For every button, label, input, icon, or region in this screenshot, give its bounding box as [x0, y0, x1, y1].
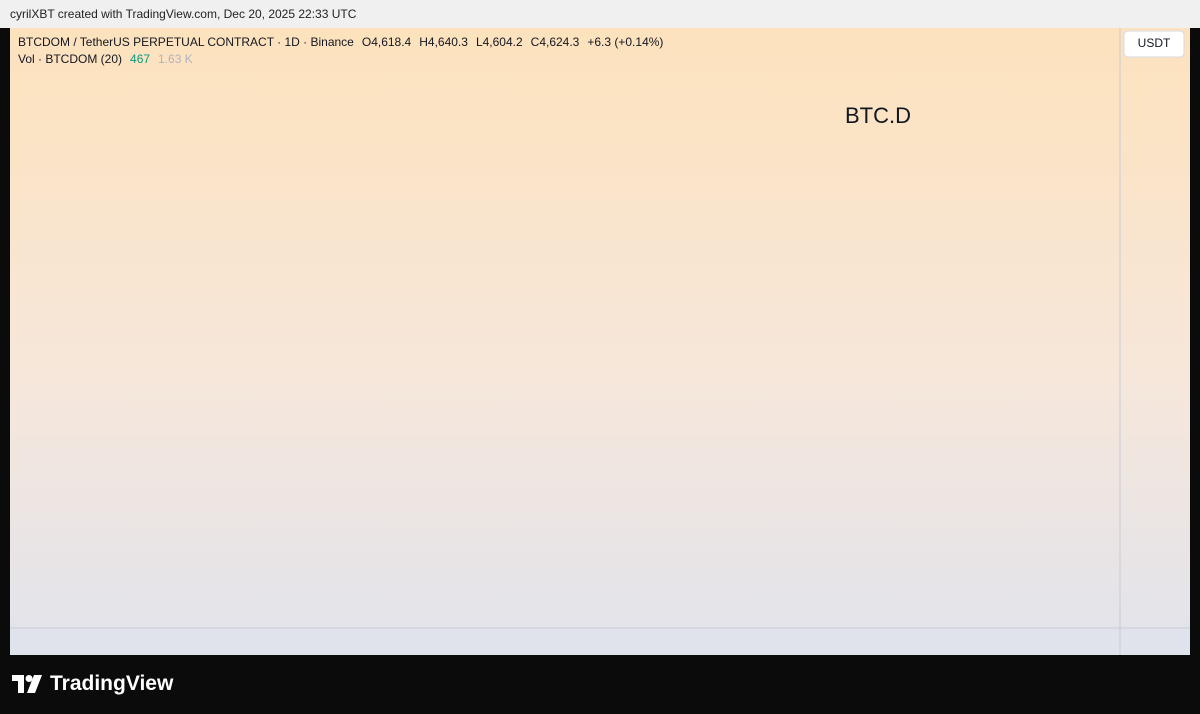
change: +6.3 (+0.14%): [587, 35, 664, 49]
logo: TradingView: [12, 672, 173, 696]
symbol-row: BTCDOM / TetherUS PERPETUAL CONTRACT · 1…: [18, 34, 663, 51]
chart-background: [10, 28, 1190, 655]
ohlc-high: H4,640.3: [419, 35, 468, 49]
logo-text: TradingView: [50, 672, 174, 695]
attribution: cyrilXBT created with TradingView.com, D…: [10, 7, 357, 21]
currency-label: USDT: [1138, 36, 1171, 50]
currency-button[interactable]: [1123, 30, 1185, 58]
volume-ma-value: 1.63 K: [158, 52, 193, 66]
x-axis-background: [10, 628, 1190, 655]
annotation: BTC.D: [845, 103, 911, 128]
legend: BTCDOM / TetherUS PERPETUAL CONTRACT · 1…: [18, 34, 663, 68]
footer: TradingView: [0, 655, 1200, 714]
ohlc-close: C4,624.3: [530, 35, 580, 49]
logo-icon: [12, 675, 42, 693]
ohlc-low: L4,604.2: [475, 35, 523, 49]
symbol: BTCDOM / TetherUS PERPETUAL CONTRACT · 1…: [18, 35, 354, 49]
volume-title: Vol · BTCDOM (20): [18, 52, 123, 66]
volume-row: Vol · BTCDOM (20) 467 1.63 K: [18, 51, 663, 68]
chart: USDT BTC.D: [10, 28, 1190, 655]
ohlc-open: O4,618.4: [361, 35, 412, 49]
top-bar: cyrilXBT created with TradingView.com, D…: [0, 0, 1200, 28]
volume-value: 467: [130, 52, 151, 66]
